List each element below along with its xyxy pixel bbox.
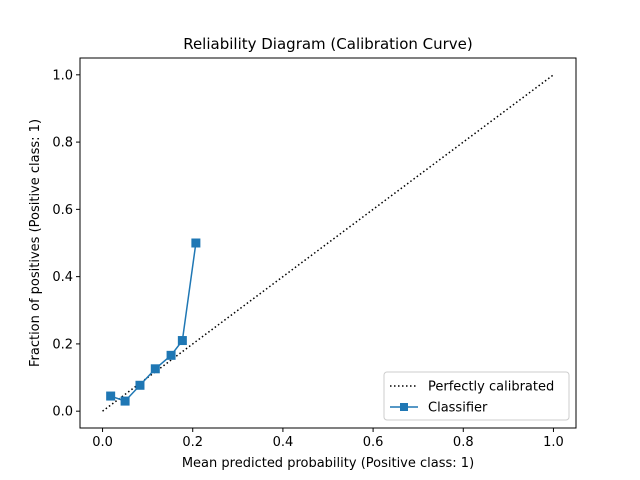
x-tick-label: 0.6 (363, 435, 384, 450)
classifier-point (135, 380, 145, 390)
y-tick-label: 0.8 (52, 136, 73, 151)
y-axis-ticks: 0.0 0.2 0.4 0.6 0.8 1.0 (52, 68, 80, 420)
classifier-point (191, 238, 201, 248)
x-tick-label: 0.2 (182, 435, 203, 450)
x-tick-label: 0.4 (273, 435, 294, 450)
classifier-point (150, 364, 160, 374)
legend-label: Perfectly calibrated (428, 380, 554, 395)
chart-title: Reliability Diagram (Calibration Curve) (183, 35, 473, 53)
x-axis-label: Mean predicted probability (Positive cla… (182, 456, 474, 471)
perfectly-calibrated-line (102, 74, 554, 412)
classifier-point (106, 391, 116, 401)
y-tick-label: 1.0 (52, 68, 73, 83)
y-tick-label: 0.0 (52, 405, 73, 420)
x-tick-label: 0.0 (92, 435, 113, 450)
y-tick-label: 0.4 (52, 270, 73, 285)
classifier-point (177, 336, 187, 346)
plot-frame (79, 57, 577, 429)
legend: Perfectly calibrated Classifier (383, 371, 570, 421)
classifier-point (120, 396, 130, 406)
x-tick-label: 0.8 (453, 435, 474, 450)
legend-marker (400, 403, 408, 411)
x-axis-ticks: 0.0 0.2 0.4 0.6 0.8 1.0 (92, 428, 564, 450)
legend-label: Classifier (428, 401, 488, 416)
y-tick-label: 0.2 (52, 337, 73, 352)
classifier-point (166, 350, 176, 360)
legend-box (383, 371, 570, 421)
x-tick-label: 1.0 (543, 435, 564, 450)
series-layer (102, 74, 554, 412)
y-tick-label: 0.6 (52, 203, 73, 218)
y-axis-label: Fraction of positives (Positive class: 1… (28, 119, 43, 367)
